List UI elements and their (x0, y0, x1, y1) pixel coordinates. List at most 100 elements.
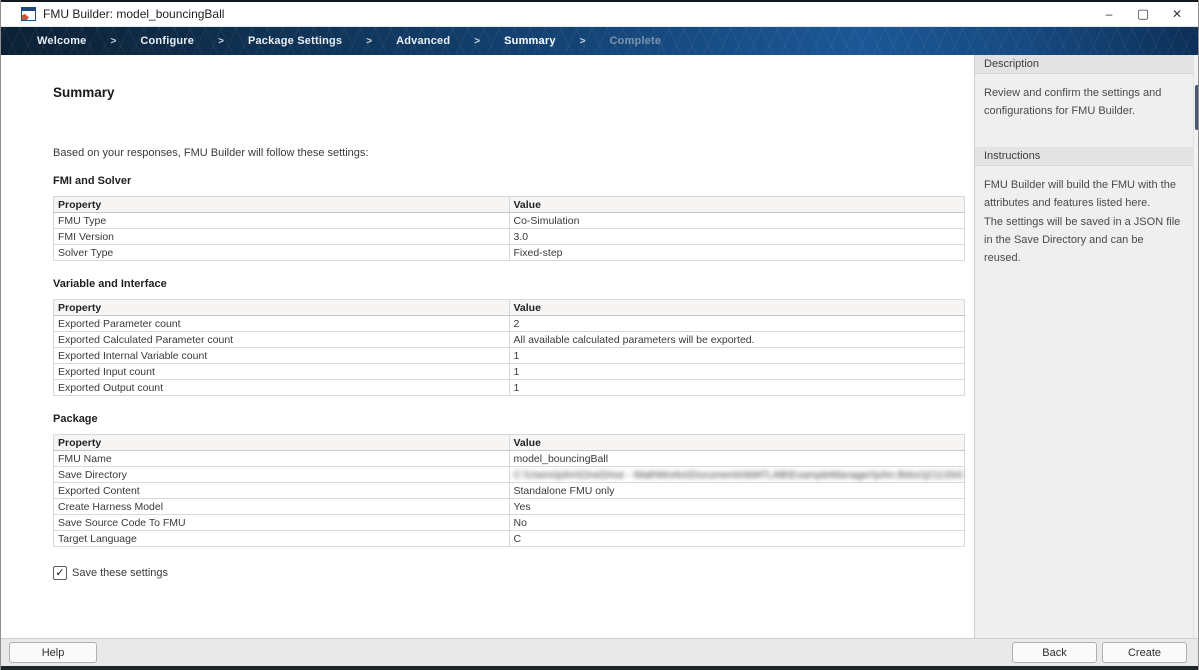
table-row: FMU Name model_bouncingBall (53, 450, 965, 467)
value-cell: Co-Simulation (508, 212, 965, 229)
table-row: Exported Output count 1 (53, 379, 965, 396)
summary-sections: FMI and Solver Property Value FMU Type Co-Si… (53, 175, 965, 547)
value-cell: Standalone FMU only (508, 482, 965, 499)
sidebar-scrollbar-track[interactable] (1193, 55, 1198, 638)
summary-panel: Summary Based on your responses, FMU Bui… (1, 55, 974, 638)
table-row: Solver Type Fixed-step (53, 244, 965, 261)
window-bottom-edge (1, 666, 1198, 670)
property-cell: Solver Type (53, 244, 510, 261)
window-top-edge (1, 0, 1198, 2)
description-panel-header: Description (975, 55, 1193, 74)
property-cell: Save Directory (53, 466, 510, 483)
property-cell: Exported Parameter count (53, 315, 510, 332)
property-cell: Save Source Code To FMU (53, 514, 510, 531)
property-cell: FMI Version (53, 228, 510, 245)
property-cell: Exported Content (53, 482, 510, 499)
property-cell: FMU Name (53, 450, 510, 467)
maximize-icon[interactable]: ▢ (1136, 6, 1150, 21)
property-cell: Exported Output count (53, 379, 510, 396)
instructions-panel-header: Instructions (975, 147, 1193, 167)
property-cell: Exported Input count (53, 363, 510, 380)
close-icon[interactable]: ✕ (1171, 7, 1183, 21)
breadcrumb-step-complete[interactable]: Complete (609, 35, 662, 47)
value-cell: C (508, 530, 965, 547)
window-controls: – ▢ ✕ (1092, 2, 1198, 26)
summary-table-0: Property Value FMU Type Co-Simulation FMI Ve… (53, 196, 965, 261)
save-settings-label: Save these settings (72, 567, 169, 579)
panel-gap (975, 134, 1193, 147)
table-row: Save Directory C:\Users\john\OneDrive - M… (53, 466, 965, 483)
footer-bar: Help Back Create (1, 638, 1198, 666)
table-header-row: Property Value (53, 434, 965, 451)
breadcrumb-separator: > (366, 35, 373, 47)
breadcrumb-separator: > (579, 35, 586, 47)
minimize-icon[interactable]: – (1105, 7, 1113, 21)
help-sidebar: Description Review and confirm the setti… (974, 55, 1193, 638)
instructions-panel-body: FMU Builder will build the FMU with the … (984, 179, 1181, 264)
breadcrumb-step-package-settings[interactable]: Package Settings (247, 35, 343, 47)
column-header: Value (508, 196, 965, 213)
content-area: Summary Based on your responses, FMU Bui… (1, 55, 1198, 638)
table-row: FMI Version 3.0 (53, 228, 965, 245)
breadcrumb-separator: > (218, 35, 224, 47)
breadcrumb-separator: > (474, 35, 481, 47)
value-cell: 3.0 (508, 228, 965, 245)
summary-table-2: Property Value FMU Name model_bouncingBall S… (53, 434, 965, 547)
save-settings-checkbox[interactable]: ✓ (53, 566, 67, 580)
help-button[interactable]: Help (9, 642, 97, 663)
property-cell: Exported Calculated Parameter count (53, 331, 510, 348)
column-header: Property (53, 299, 510, 316)
value-cell: 1 (508, 379, 965, 396)
section-title-1: Variable and Interface (53, 278, 167, 290)
property-cell: Create Harness Model (53, 498, 510, 515)
breadcrumb-step-configure[interactable]: Configure (140, 35, 195, 47)
breadcrumb-separator: > (110, 35, 117, 47)
value-cell: 1 (508, 363, 965, 380)
value-cell: All available calculated parameters will… (508, 331, 965, 348)
property-cell: FMU Type (53, 212, 510, 229)
value-cell: C:\Users\john\OneDrive - MathWorks\Docum… (508, 466, 965, 483)
table-row: Create Harness Model Yes (53, 498, 965, 515)
column-header: Property (53, 434, 510, 451)
table-row: Exported Internal Variable count 1 (53, 347, 965, 364)
value-cell: 1 (508, 347, 965, 364)
back-button[interactable]: Back (1012, 642, 1097, 663)
column-header: Value (508, 299, 965, 316)
title-bar[interactable]: FMU Builder: model_bouncingBall – ▢ ✕ (1, 2, 1198, 27)
column-header: Property (53, 196, 510, 213)
app-icon (21, 7, 36, 21)
property-cell: Exported Internal Variable count (53, 347, 510, 364)
table-row: Exported Input count 1 (53, 363, 965, 380)
value-cell: Fixed-step (508, 244, 965, 261)
table-row: FMU Type Co-Simulation (53, 212, 965, 229)
value-cell: model_bouncingBall (508, 450, 965, 467)
description-panel-body: Review and confirm the settings and conf… (984, 87, 1162, 118)
breadcrumb-step-welcome[interactable]: Welcome (37, 35, 87, 47)
page-title: Summary (53, 85, 115, 100)
window-title: FMU Builder: model_bouncingBall (43, 7, 225, 21)
property-cell: Target Language (53, 530, 510, 547)
intro-text: Based on your responses, FMU Builder wil… (53, 147, 369, 159)
save-settings-row: ✓ Save these settings (53, 566, 974, 580)
breadcrumb-step-summary[interactable]: Summary (504, 35, 556, 47)
column-header: Value (508, 434, 965, 451)
wizard-breadcrumb: Welcome > Configure > Package Settings > Advan… (1, 27, 1198, 55)
table-row: Exported Content Standalone FMU only (53, 482, 965, 499)
footer-actions: Back Create (1012, 642, 1187, 663)
table-row: Save Source Code To FMU No (53, 514, 965, 531)
summary-table-1: Property Value Exported Parameter count 2 Ex… (53, 299, 965, 396)
value-cell: 2 (508, 315, 965, 332)
breadcrumb-step-advanced[interactable]: Advanced (396, 35, 451, 47)
sidebar-scrollbar-thumb[interactable] (1195, 85, 1198, 130)
table-header-row: Property Value (53, 299, 965, 316)
table-header-row: Property Value (53, 196, 965, 213)
table-row: Target Language C (53, 530, 965, 547)
create-button[interactable]: Create (1102, 642, 1187, 663)
table-row: Exported Parameter count 2 (53, 315, 965, 332)
table-row: Exported Calculated Parameter count All a… (53, 331, 965, 348)
value-cell: No (508, 514, 965, 531)
section-title-0: FMI and Solver (53, 175, 132, 187)
value-cell: Yes (508, 498, 965, 515)
section-title-2: Package (53, 413, 98, 425)
